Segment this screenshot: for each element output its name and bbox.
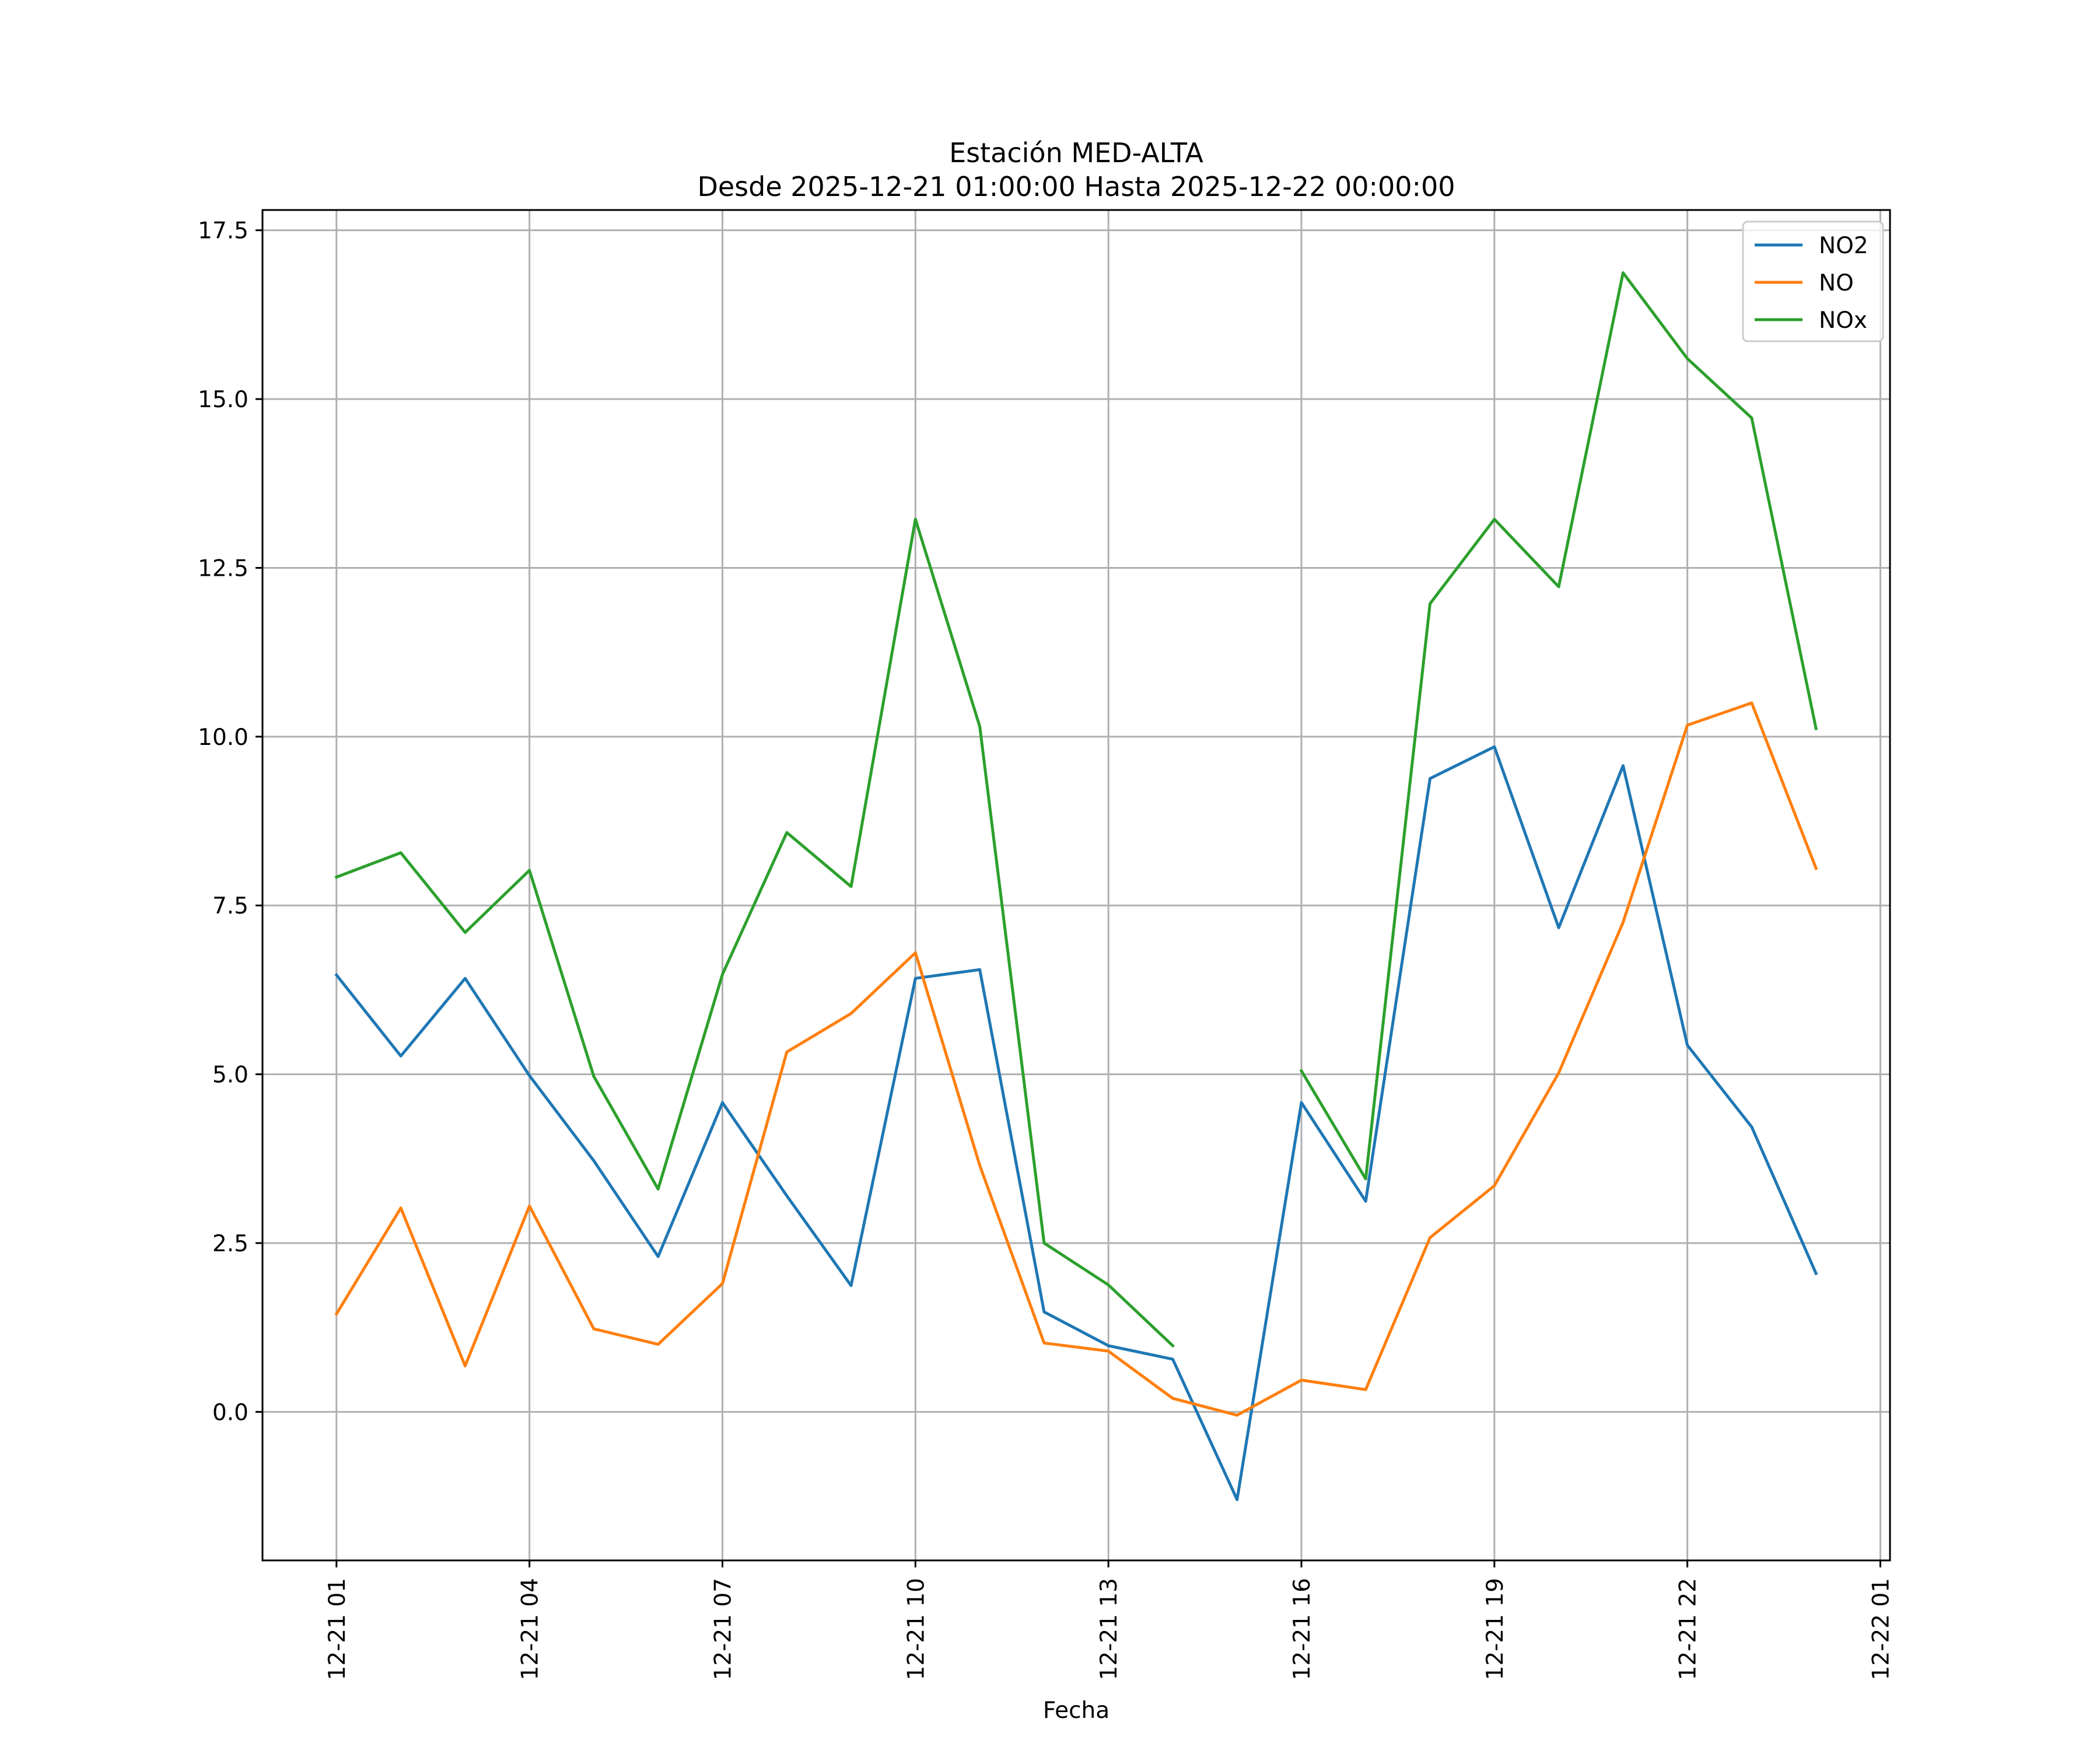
y-tick-label: 7.5: [212, 893, 249, 919]
x-axis-label: Fecha: [1043, 1698, 1110, 1724]
y-tick-label: 17.5: [198, 218, 249, 244]
series-line-nox: [334, 517, 1175, 1348]
chart-subtitle: Desde 2025-12-21 01:00:00 Hasta 2025-12-…: [697, 171, 1455, 202]
legend: NO2 NO NOx: [1742, 220, 1884, 342]
x-tick-label: 12-21 19: [1482, 1578, 1508, 1680]
y-tick-label: 15.0: [198, 387, 249, 413]
y-tick-label: 2.5: [212, 1231, 249, 1257]
y-tick-label: 5.0: [212, 1062, 249, 1088]
y-tick-label: 12.5: [198, 555, 249, 582]
x-tick-label: 12-21 04: [517, 1578, 544, 1680]
legend-label-nox: NOx: [1819, 307, 1867, 334]
series-line-nox: [1299, 271, 1818, 1181]
legend-label-no2: NO2: [1819, 233, 1868, 259]
x-tick-label: 12-21 16: [1289, 1578, 1315, 1680]
x-tick-label: 12-21 10: [903, 1578, 929, 1680]
grid: [262, 210, 1890, 1560]
x-tick-label: 12-22 01: [1868, 1578, 1894, 1680]
chart-title: Estación MED-ALTA: [949, 137, 1203, 169]
x-tick-label: 12-21 07: [710, 1578, 736, 1680]
plot-frame: [261, 209, 1891, 1562]
legend-frame: [1742, 220, 1884, 342]
x-tick-label: 12-21 01: [324, 1578, 351, 1680]
x-tick-label: 12-21 22: [1675, 1578, 1702, 1680]
y-tick-label: 10.0: [198, 724, 249, 751]
series-lines: [334, 271, 1818, 1502]
series-line-no2: [334, 745, 1818, 1502]
y-tick-label: 0.0: [212, 1399, 249, 1426]
x-tick-label: 12-21 13: [1096, 1578, 1122, 1680]
legend-label-no: NO: [1819, 270, 1854, 296]
axis-ticks: 0.0 2.5 5.0 7.5 10.0 12.5 15.0 17.5 12-21 01 12-2…: [198, 218, 1894, 1681]
series-line-no: [334, 701, 1818, 1417]
